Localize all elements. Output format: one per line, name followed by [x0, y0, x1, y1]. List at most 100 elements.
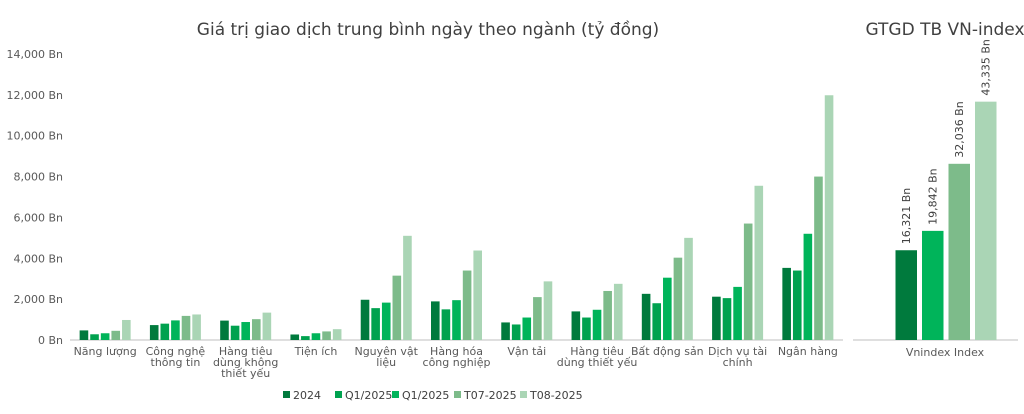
bar [100, 333, 110, 340]
bar [160, 323, 170, 340]
category-label: Hàng hóa công nghiệp [423, 345, 491, 369]
bar [301, 336, 310, 340]
bar [543, 281, 553, 340]
bar [782, 267, 791, 340]
vnindex-bar [948, 163, 970, 340]
bar [522, 317, 532, 340]
bar [652, 303, 662, 340]
bar [371, 308, 380, 340]
legend: 2024 Q1/2025 Q1/2025 T07-2025 T08-2025 [283, 389, 583, 402]
bar [192, 314, 201, 340]
bar [392, 275, 402, 340]
bar [473, 250, 482, 340]
sector-bars [79, 95, 834, 340]
legend-label: Q1/2025 [345, 389, 392, 402]
bar [241, 322, 250, 340]
bar [533, 297, 542, 340]
bar [431, 301, 440, 340]
category-label: Năng lượng [74, 345, 137, 358]
category-label: Hàng tiêu dùng không thiết yếu [213, 345, 278, 380]
bar [462, 270, 472, 340]
y-tick-label: 2,000 Bn [13, 293, 63, 306]
category-label: Vận tải [507, 345, 546, 358]
bar [181, 315, 191, 340]
data-label: 43,335 Bn [980, 39, 993, 96]
legend-label: T07-2025 [463, 389, 517, 402]
bar [311, 333, 321, 340]
legend-swatch [335, 391, 342, 398]
y-tick-label: 10,000 Bn [6, 130, 63, 143]
bar [803, 233, 813, 340]
data-label: 16,321 Bn [900, 188, 913, 245]
bar [452, 300, 461, 340]
y-tick-label: 0 Bn [38, 334, 63, 347]
bar [712, 296, 721, 340]
bar [220, 320, 229, 340]
category-label: Dịch vụ tài chính [708, 345, 767, 369]
bar [262, 312, 272, 340]
bar [511, 324, 521, 340]
bar [441, 309, 451, 340]
category-label: Nguyên vật liệu [354, 345, 418, 369]
bar [322, 331, 331, 340]
legend-label: 2024 [293, 389, 321, 402]
bar [149, 325, 159, 340]
data-label: 32,036 Bn [953, 101, 966, 158]
bar [403, 235, 412, 340]
y-tick-label: 12,000 Bn [6, 89, 63, 102]
x-axis-categories: Năng lượng Công nghệ thông tin Hàng tiêu dùn… [74, 345, 838, 380]
bar [733, 286, 742, 340]
legend-label: Q1/2025 [402, 389, 449, 402]
category-label: Công nghệ thông tin [146, 345, 206, 369]
bar [79, 330, 89, 340]
bar [684, 237, 693, 340]
category-label: Bất động sản [631, 345, 704, 358]
bar [230, 325, 240, 340]
legend-swatch [392, 391, 399, 398]
bar [641, 293, 651, 340]
bar [754, 185, 764, 340]
chart-title-left: Giá trị giao dịch trung bình ngày theo n… [197, 19, 659, 40]
y-tick-label: 8,000 Bn [13, 171, 63, 184]
bar [613, 283, 623, 340]
legend-label: T08-2025 [529, 389, 583, 402]
bar [501, 322, 510, 340]
bar [814, 176, 823, 340]
bar [90, 334, 99, 340]
chart-title-right: GTGD TB VN-index [865, 20, 1024, 40]
y-tick-label: 14,000 Bn [6, 48, 63, 61]
bar [332, 329, 342, 340]
bar [663, 277, 672, 340]
category-label: Hàng tiêu dùng thiết yếu [557, 345, 638, 369]
bar [251, 319, 261, 340]
bar [792, 270, 802, 340]
bar [122, 319, 131, 340]
category-label: Tiện ích [294, 345, 338, 358]
bar [592, 309, 602, 340]
legend-swatch [283, 391, 290, 398]
category-label: Vnindex Index [906, 346, 985, 359]
data-label: 19,842 Bn [927, 168, 940, 225]
y-tick-label: 6,000 Bn [13, 211, 63, 224]
vnindex-bar [922, 230, 944, 340]
bar [360, 299, 370, 340]
vnindex-bars: 16,321 Bn 19,842 Bn 32,036 Bn 43,335 Bn Vnin… [853, 39, 1018, 359]
bar [824, 95, 834, 340]
bar [603, 290, 612, 340]
bar [743, 223, 753, 340]
bar [582, 317, 591, 340]
vnindex-bar [975, 101, 997, 340]
bar [111, 330, 121, 340]
bar [381, 302, 391, 340]
bar [290, 334, 300, 340]
bar [171, 320, 180, 340]
y-tick-label: 4,000 Bn [13, 252, 63, 265]
legend-swatch [454, 391, 461, 398]
vnindex-bar [895, 250, 917, 340]
bar [722, 298, 732, 340]
bar [673, 257, 683, 340]
bar [571, 311, 581, 340]
legend-swatch [520, 391, 527, 398]
category-label: Ngân hàng [778, 345, 838, 358]
